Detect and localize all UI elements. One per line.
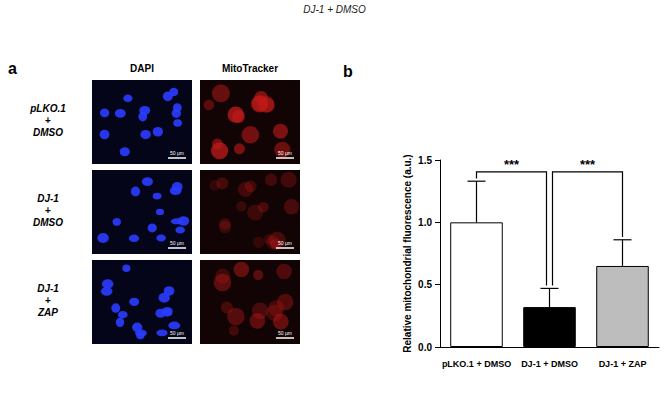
svg-text:***: *** [504,157,520,172]
svg-text:a: a [8,60,17,77]
svg-text:DJ-1+DMSO: DJ-1+DMSO [33,193,63,228]
svg-text:pLKO.1+DMSO: pLKO.1+DMSO [29,103,66,138]
svg-text:50 µm: 50 µm [278,150,292,156]
svg-text:0.0: 0.0 [418,342,432,353]
svg-text:1.0: 1.0 [418,217,432,228]
svg-text:b: b [343,63,353,80]
html-text:DJ-1 + DMSO: DJ-1 + DMSO [303,4,366,15]
svg-text:***: *** [580,157,596,172]
svg-text:50 µm: 50 µm [170,150,184,156]
svg-text:0.5: 0.5 [418,279,432,290]
svg-text:DAPI: DAPI [130,63,154,74]
svg-text:50 µm: 50 µm [278,240,292,246]
svg-text:Relative mitochondrial fluores: Relative mitochondrial fluorescence (a.u… [402,154,413,352]
svg-text:MitoTracker: MitoTracker [222,63,278,74]
svg-text:DJ-1 + DMSO: DJ-1 + DMSO [521,359,578,369]
svg-text:pLKO.1 + DMSO: pLKO.1 + DMSO [442,359,511,369]
svg-text:50 µm: 50 µm [278,330,292,336]
svg-text:DJ-1+ZAP: DJ-1+ZAP [37,283,59,318]
svg-text:50 µm: 50 µm [170,240,184,246]
svg-text:50 µm: 50 µm [170,330,184,336]
svg-text:DJ-1 + ZAP: DJ-1 + ZAP [599,359,647,369]
svg-text:1.5: 1.5 [418,155,432,166]
